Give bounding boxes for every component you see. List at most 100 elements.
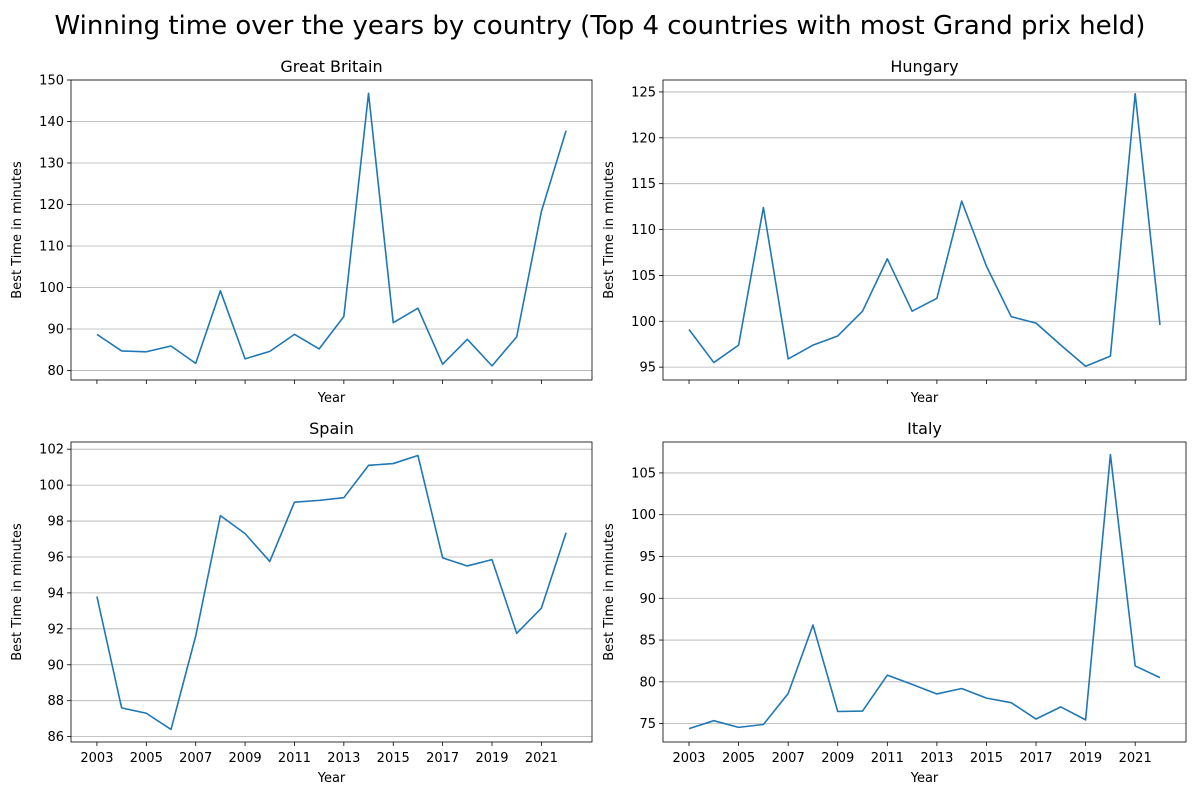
y-tick-label: 125 (631, 85, 656, 100)
series-line (96, 454, 567, 731)
y-tick-label: 86 (47, 730, 64, 745)
data-point (219, 289, 222, 292)
data-point (911, 683, 914, 686)
x-tick-label: 2007 (772, 751, 805, 766)
y-tick-label: 80 (639, 675, 656, 690)
subplot-title: Hungary (890, 57, 958, 76)
data-point (194, 635, 197, 638)
data-point (367, 464, 370, 467)
y-tick-label: 85 (639, 634, 656, 649)
x-tick-label: 2021 (525, 751, 558, 766)
y-axis-label: Best Time in minutes (10, 523, 25, 661)
data-point (120, 349, 123, 352)
x-tick-label: 2003 (672, 751, 705, 766)
data-point (466, 564, 469, 567)
plot-frame (70, 441, 593, 743)
data-point (318, 499, 321, 502)
data-point (244, 357, 247, 360)
subplot-spain: 86 88 90 92 94 96 98 100 102 2003 2005 2007 2009 2011… (10, 419, 593, 786)
data-point (886, 674, 889, 677)
y-tick-label: 100 (39, 479, 64, 494)
x-tick-label: 2005 (722, 751, 755, 766)
data-point (194, 362, 197, 365)
y-axis-label: Best Time in minutes (602, 523, 617, 661)
data-point (688, 328, 691, 331)
y-tick-label: 88 (47, 694, 64, 709)
data-point (540, 607, 543, 610)
x-axis-label: Year (317, 391, 346, 406)
x-tick-label: 2019 (1069, 751, 1102, 766)
series-line (96, 92, 567, 367)
y-tick-label: 115 (631, 177, 656, 192)
data-point (120, 706, 123, 709)
y-tick-label: 140 (39, 115, 64, 130)
data-point (416, 307, 419, 310)
data-point (861, 310, 864, 313)
data-point (886, 257, 889, 260)
x-axis-label: Year (317, 771, 346, 786)
y-tick-label: 80 (47, 364, 64, 379)
data-point (935, 692, 938, 695)
x-tick-label: 2021 (1119, 751, 1152, 766)
data-point (1035, 718, 1038, 721)
x-tick-label: 2009 (821, 751, 854, 766)
data-point (244, 532, 247, 535)
data-point (762, 206, 765, 209)
y-tick-label: 95 (639, 361, 656, 376)
data-point (540, 210, 543, 213)
data-point (293, 333, 296, 336)
figure-title: Winning time over the years by country (… (54, 11, 1146, 41)
x-tick-label: 2013 (920, 751, 953, 766)
data-point (712, 719, 715, 722)
data-point (466, 338, 469, 341)
data-point (268, 350, 271, 353)
y-axis-label: Best Time in minutes (602, 161, 617, 299)
y-tick-label: 100 (631, 315, 656, 330)
data-point (219, 514, 222, 517)
y-axis-label: Best Time in minutes (10, 161, 25, 299)
data-point (565, 531, 568, 534)
subplot-title: Great Britain (280, 57, 382, 76)
y-tick-label: 105 (631, 269, 656, 284)
y-tick-label: 105 (631, 466, 656, 481)
y-tick-label: 110 (631, 223, 656, 238)
y-tick-label: 96 (47, 550, 64, 565)
data-point (145, 712, 148, 715)
data-point (1010, 315, 1013, 318)
y-tick-label: 150 (39, 74, 64, 89)
data-point (1059, 344, 1062, 347)
y-tick-label: 75 (639, 717, 656, 732)
data-point (985, 697, 988, 700)
plot-frame (70, 79, 593, 381)
data-point (392, 321, 395, 324)
x-tick-label: 2017 (1019, 751, 1052, 766)
data-point (737, 344, 740, 347)
data-point (490, 558, 493, 561)
subplot-title: Spain (309, 419, 354, 438)
subplot-italy: 75 80 85 90 95 100 105 2003 2005 2007 2009 2011 2013… (602, 419, 1187, 786)
data-point (712, 361, 715, 364)
data-point (1109, 453, 1112, 456)
x-axis-label: Year (910, 391, 939, 406)
x-tick-label: 2005 (130, 751, 163, 766)
data-point (688, 727, 691, 730)
data-point (787, 357, 790, 360)
x-tick-label: 2011 (871, 751, 904, 766)
y-tick-label: 90 (639, 592, 656, 607)
data-point (441, 556, 444, 559)
plot-frame (662, 441, 1187, 743)
data-point (367, 92, 370, 95)
data-point (787, 692, 790, 695)
x-tick-label: 2015 (377, 751, 410, 766)
data-point (1059, 705, 1062, 708)
data-point (1035, 322, 1038, 325)
x-tick-label: 2017 (426, 751, 459, 766)
y-tick-label: 95 (639, 550, 656, 565)
x-tick-label: 2015 (970, 751, 1003, 766)
data-point (1134, 664, 1137, 667)
data-point (318, 347, 321, 350)
y-tick-label: 100 (39, 281, 64, 296)
data-point (95, 595, 98, 598)
data-point (737, 726, 740, 729)
y-tick-label: 120 (39, 198, 64, 213)
